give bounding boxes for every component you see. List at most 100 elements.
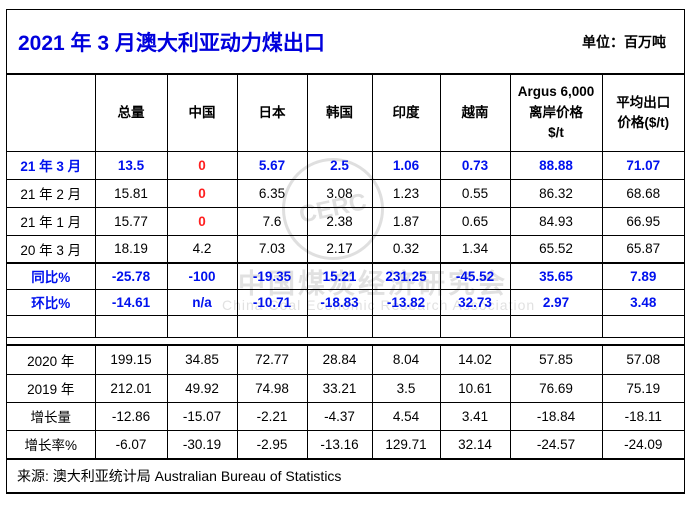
- row-label: 21 年 1 月: [6, 206, 96, 236]
- cell: -45.52: [439, 262, 511, 290]
- cell: 212.01: [94, 373, 168, 403]
- cell: -19.35: [236, 262, 308, 290]
- cell: 3.5: [371, 373, 441, 403]
- cell: -24.57: [509, 429, 603, 459]
- cell: 0.65: [439, 206, 511, 236]
- column-header-total: 总量: [94, 74, 168, 152]
- row-label: 同比%: [6, 262, 96, 290]
- cell: 34.85: [166, 345, 238, 375]
- cell: [94, 314, 168, 338]
- cell: 231.25: [371, 262, 441, 290]
- cell: 199.15: [94, 345, 168, 375]
- cell: -24.09: [601, 429, 685, 459]
- cell: [236, 314, 308, 338]
- cell: -2.21: [236, 401, 308, 431]
- column-header-india: 印度: [371, 74, 441, 152]
- cell: 3.48: [601, 288, 685, 316]
- cell: -30.19: [166, 429, 238, 459]
- table-row-2019: 2019 年 212.01 49.92 74.98 33.21 3.5 10.6…: [6, 373, 685, 403]
- cell: 0.32: [371, 234, 441, 264]
- cell: 15.21: [306, 262, 373, 290]
- page-title: 2021 年 3 月澳大利亚动力煤出口: [18, 31, 325, 55]
- table-row-2020: 2020 年 199.15 34.85 72.77 28.84 8.04 14.…: [6, 345, 685, 375]
- cell: 76.69: [509, 373, 603, 403]
- row-label: 21 年 3 月: [6, 150, 96, 180]
- cell: 2.5: [306, 150, 373, 180]
- cell: -18.84: [509, 401, 603, 431]
- cell: 68.68: [601, 178, 685, 208]
- cell: 74.98: [236, 373, 308, 403]
- cell: 10.61: [439, 373, 511, 403]
- cell: 8.04: [371, 345, 441, 375]
- cell: 57.08: [601, 345, 685, 375]
- table-row-2021-02: 21 年 2 月 15.81 0 6.35 3.08 1.23 0.55 86.…: [6, 178, 685, 208]
- table-row-growth-amount: 增长量 -12.86 -15.07 -2.21 -4.37 4.54 3.41 …: [6, 401, 685, 431]
- column-header-korea: 韩国: [306, 74, 373, 152]
- row-label: 21 年 2 月: [6, 178, 96, 208]
- cell: 28.84: [306, 345, 373, 375]
- column-header-avg-export-price: 平均出口 价格($/t): [601, 74, 685, 152]
- cell: 88.88: [509, 150, 603, 180]
- cell: 0.55: [439, 178, 511, 208]
- cell: 75.19: [601, 373, 685, 403]
- column-header-vietnam: 越南: [439, 74, 511, 152]
- cell: -10.71: [236, 288, 308, 316]
- cell: 7.03: [236, 234, 308, 264]
- cell: 1.23: [371, 178, 441, 208]
- cell: -4.37: [306, 401, 373, 431]
- row-label: 环比%: [6, 288, 96, 316]
- cell: -13.82: [371, 288, 441, 316]
- table-row-2021-01: 21 年 1 月 15.77 0 7.6 2.38 1.87 0.65 84.9…: [6, 206, 685, 236]
- cell: 129.71: [371, 429, 441, 459]
- cell: -13.16: [306, 429, 373, 459]
- column-header-japan: 日本: [236, 74, 308, 152]
- column-header-china: 中国: [166, 74, 238, 152]
- row-label: 增长量: [6, 401, 96, 431]
- table-row-empty: [6, 314, 685, 338]
- table-row-growth-rate: 增长率% -6.07 -30.19 -2.95 -13.16 129.71 32…: [6, 429, 685, 459]
- row-label: 2020 年: [6, 345, 96, 375]
- cell: 15.81: [94, 178, 168, 208]
- cell: [306, 314, 373, 338]
- cell: -18.83: [306, 288, 373, 316]
- annual-table-wrapper: 2020 年 199.15 34.85 72.77 28.84 8.04 14.…: [6, 344, 685, 460]
- cell: [371, 314, 441, 338]
- cell: 3.41: [439, 401, 511, 431]
- cell: 5.67: [236, 150, 308, 180]
- header-row: 总量 中国 日本 韩国 印度 越南 Argus 6,000 离岸价格 $/t 平…: [6, 74, 685, 152]
- cell: 1.34: [439, 234, 511, 264]
- monthly-table: 总量 中国 日本 韩国 印度 越南 Argus 6,000 离岸价格 $/t 平…: [6, 74, 685, 338]
- table-row-2021-03: 21 年 3 月 13.5 0 5.67 2.5 1.06 0.73 88.88…: [6, 150, 685, 180]
- cell: -14.61: [94, 288, 168, 316]
- title-bar: 2021 年 3 月澳大利亚动力煤出口 单位：百万吨: [7, 10, 684, 73]
- cell: -2.95: [236, 429, 308, 459]
- cell: 2.38: [306, 206, 373, 236]
- cell: 66.95: [601, 206, 685, 236]
- cell: -12.86: [94, 401, 168, 431]
- cell: 0: [166, 206, 238, 236]
- cell: -6.07: [94, 429, 168, 459]
- cell: -25.78: [94, 262, 168, 290]
- cell: 57.85: [509, 345, 603, 375]
- cell: [439, 314, 511, 338]
- table-row-yoy: 同比% -25.78 -100 -19.35 15.21 231.25 -45.…: [6, 262, 685, 290]
- cell: 18.19: [94, 234, 168, 264]
- column-header-argus-price: Argus 6,000 离岸价格 $/t: [509, 74, 603, 152]
- cell: 13.5: [94, 150, 168, 180]
- monthly-table-wrapper: 总量 中国 日本 韩国 印度 越南 Argus 6,000 离岸价格 $/t 平…: [6, 73, 685, 338]
- cell: 35.65: [509, 262, 603, 290]
- cell: [509, 314, 603, 338]
- cell: -15.07: [166, 401, 238, 431]
- cell: 4.54: [371, 401, 441, 431]
- row-label: [6, 314, 96, 338]
- cell: 65.87: [601, 234, 685, 264]
- cell: 7.89: [601, 262, 685, 290]
- source-note: 来源: 澳大利亚统计局 Australian Bureau of Statist…: [17, 468, 342, 484]
- cell: 49.92: [166, 373, 238, 403]
- cell: 71.07: [601, 150, 685, 180]
- cell: 84.93: [509, 206, 603, 236]
- cell: 65.52: [509, 234, 603, 264]
- cell: 1.87: [371, 206, 441, 236]
- cell: 2.97: [509, 288, 603, 316]
